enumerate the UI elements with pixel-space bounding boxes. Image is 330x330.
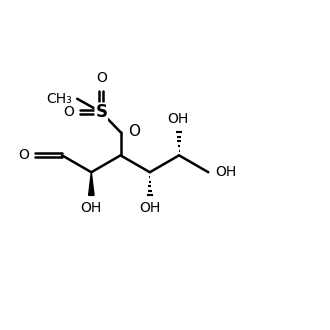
Text: CH₃: CH₃ bbox=[47, 92, 72, 106]
Text: OH: OH bbox=[167, 112, 188, 126]
Text: O: O bbox=[63, 105, 74, 119]
Text: O: O bbox=[96, 71, 107, 85]
Text: OH: OH bbox=[81, 201, 102, 215]
Text: OH: OH bbox=[139, 201, 160, 215]
Text: OH: OH bbox=[215, 165, 237, 179]
Text: O: O bbox=[18, 148, 29, 162]
Text: S: S bbox=[95, 103, 107, 121]
Polygon shape bbox=[88, 172, 94, 195]
Text: O: O bbox=[129, 124, 141, 139]
